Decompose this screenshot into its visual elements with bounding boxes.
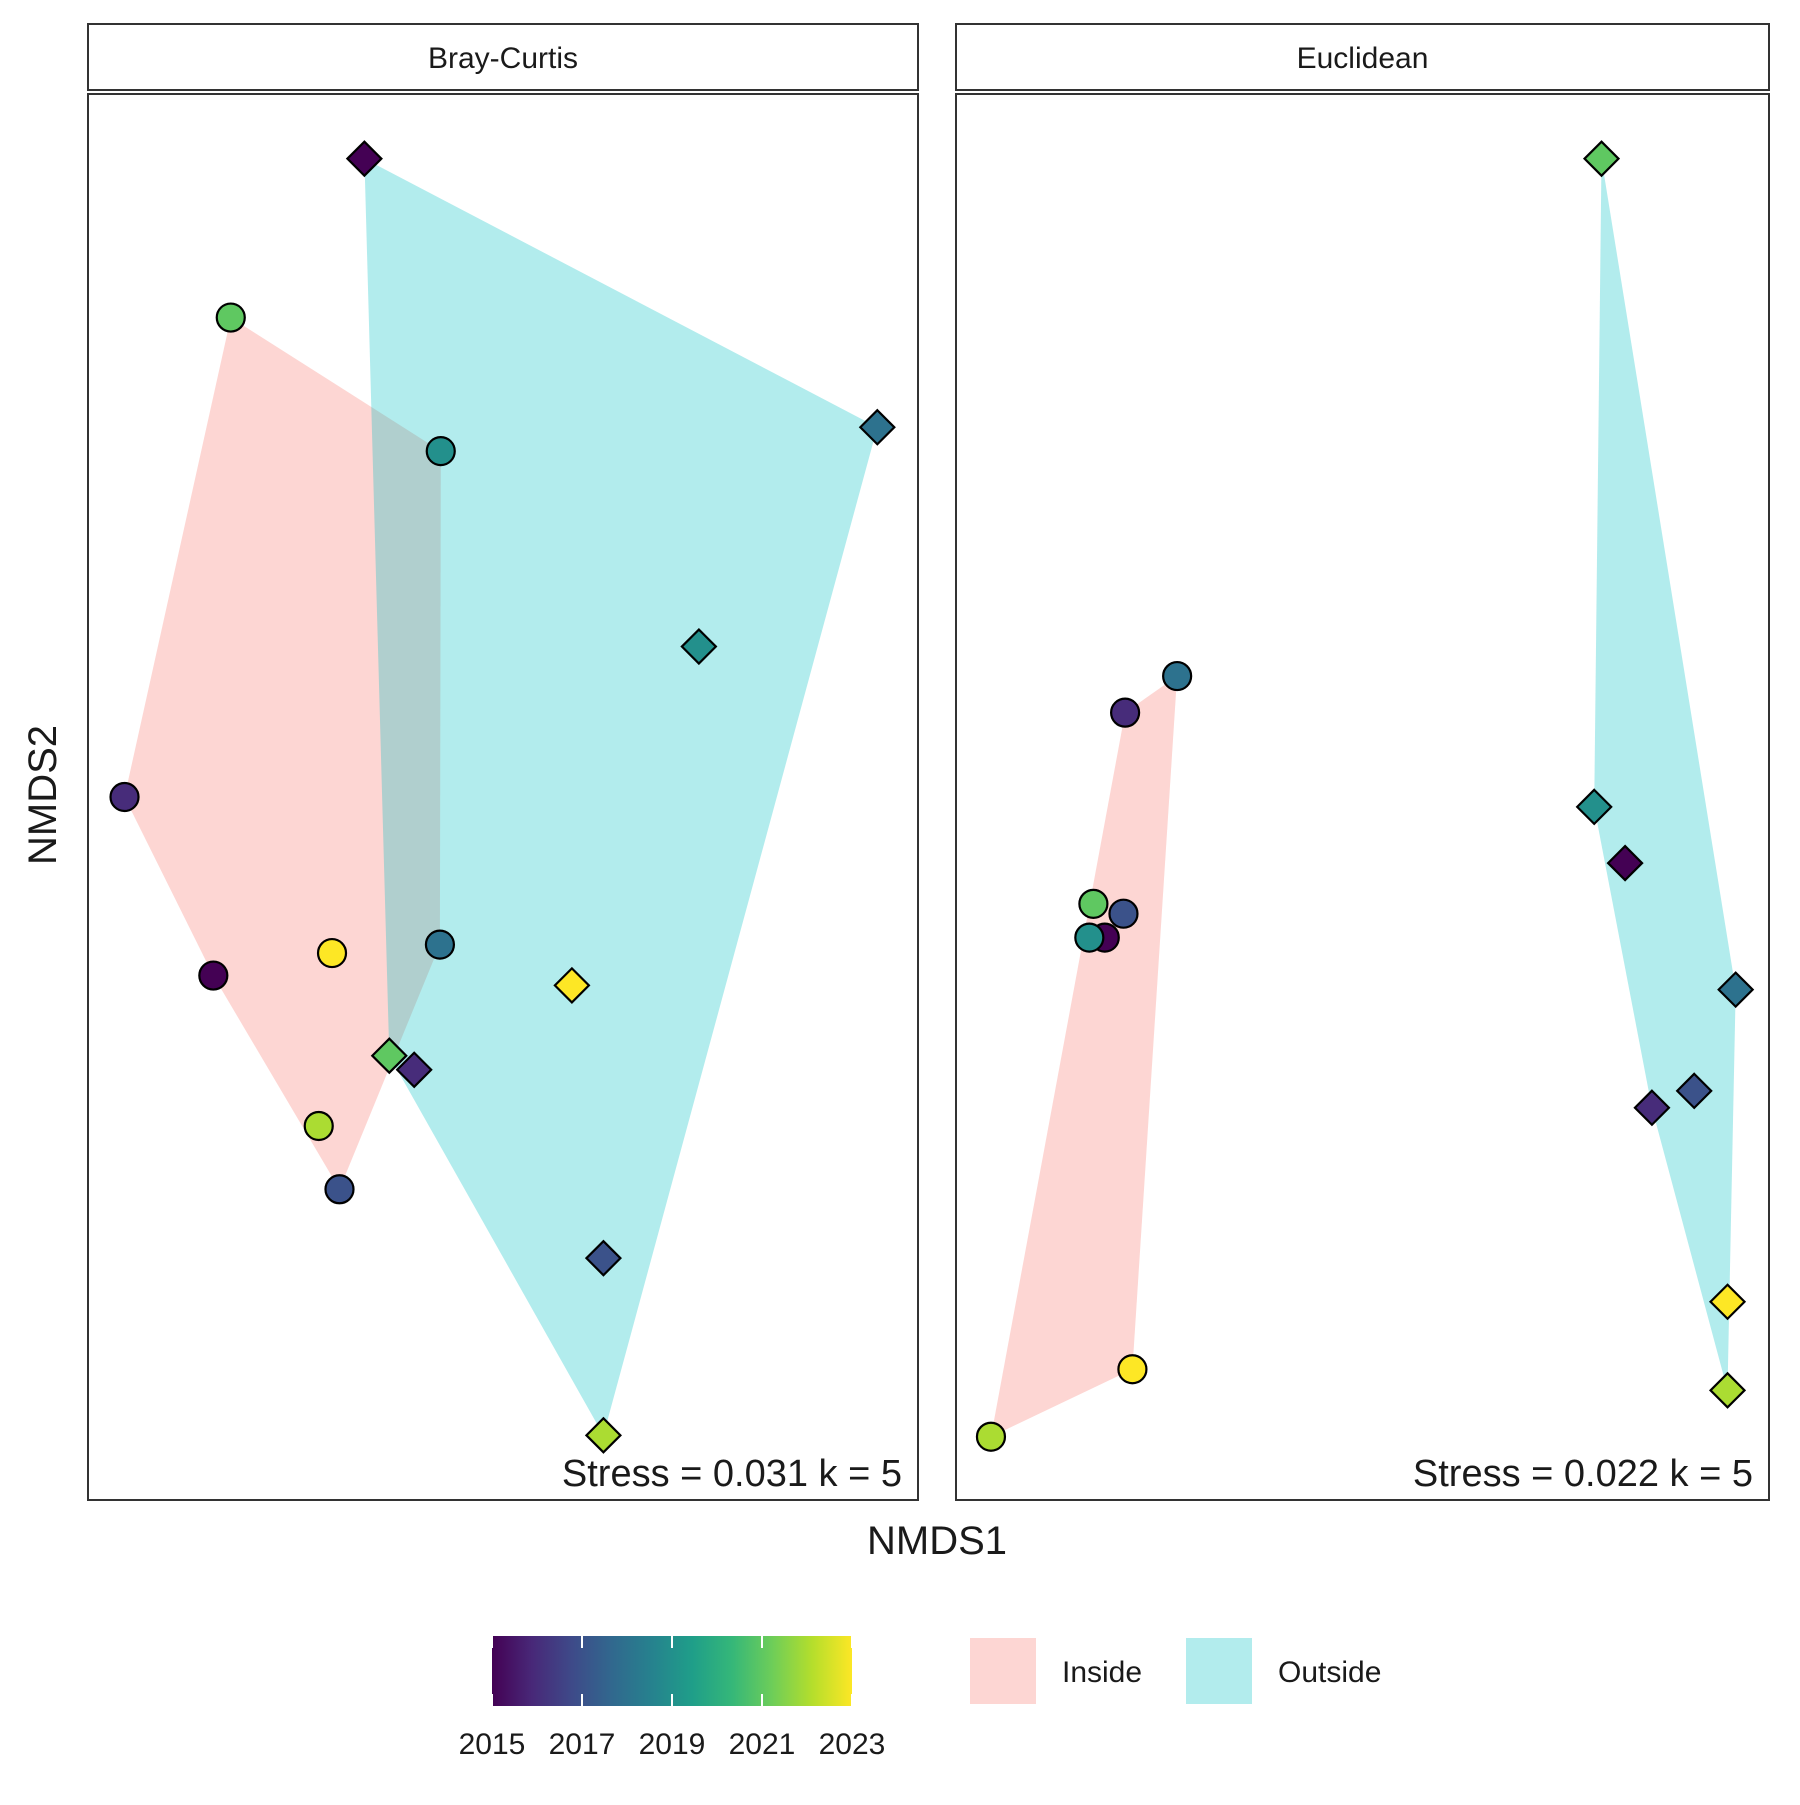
colorbar-tick-label: 2019 xyxy=(639,1728,706,1761)
facet-panel-1: Euclidean Stress = 0.022 k = 5 xyxy=(955,23,1770,1501)
point-outside-2023 xyxy=(1708,1283,1747,1321)
legend-key-inside xyxy=(970,1638,1036,1704)
point-inside-2022 xyxy=(303,1110,334,1142)
point-inside-2017 xyxy=(1108,898,1139,929)
panel-border xyxy=(87,93,919,1501)
y-axis-title: NMDS2 xyxy=(21,725,65,865)
point-inside-2015 xyxy=(198,960,229,991)
point-outside-2017 xyxy=(584,1239,622,1277)
point-inside-2021 xyxy=(215,302,246,333)
point-outside-2023 xyxy=(553,966,591,1004)
hull-outside xyxy=(1594,158,1736,1391)
facet-strip xyxy=(955,23,1770,91)
point-outside-2018 xyxy=(1717,971,1755,1009)
point-outside-2019 xyxy=(1575,788,1613,826)
point-inside-2021 xyxy=(1078,888,1109,919)
point-outside-2021 xyxy=(1582,140,1621,178)
legend-key-outside xyxy=(1186,1638,1252,1704)
point-outside-2017 xyxy=(1675,1072,1713,1110)
point-outside-2018 xyxy=(858,408,896,446)
facet-panels: Bray-Curtis Stress = 0.031 k = 5 Euclidean… xyxy=(87,23,1770,1501)
legend: 2015 2017 2019 2021 2023 Inside Outside xyxy=(459,1636,1381,1761)
colorbar-tick-label: 2023 xyxy=(819,1728,886,1761)
hull-inside xyxy=(991,676,1178,1437)
point-outside-2015 xyxy=(1606,844,1644,882)
point-inside-2019 xyxy=(1074,922,1105,953)
colorbar-tick-label: 2015 xyxy=(459,1728,526,1761)
point-outside-2016 xyxy=(1633,1089,1671,1127)
point-inside-2022 xyxy=(975,1421,1007,1452)
hull-outside xyxy=(364,158,878,1436)
facet-panel-0: Bray-Curtis Stress = 0.031 k = 5 xyxy=(87,23,919,1501)
legend-label-outside: Outside xyxy=(1278,1656,1381,1689)
point-inside-2023 xyxy=(1117,1354,1148,1385)
point-outside-2015 xyxy=(345,140,383,178)
point-outside-2019 xyxy=(680,628,718,666)
point-outside-2021 xyxy=(370,1037,408,1075)
facet-strip-label: Bray-Curtis xyxy=(428,42,578,75)
point-inside-2016 xyxy=(109,781,140,813)
point-outside-2016 xyxy=(395,1051,433,1089)
point-inside-2016 xyxy=(1110,697,1141,728)
panel-border xyxy=(955,93,1770,1501)
point-inside-2017 xyxy=(324,1174,355,1205)
point-inside-2018 xyxy=(424,929,456,960)
colorbar-tick-label: 2017 xyxy=(549,1728,616,1761)
hull-inside xyxy=(124,317,441,1190)
point-inside-2023 xyxy=(316,937,348,969)
stress-label: Stress = 0.022 k = 5 xyxy=(1413,1453,1753,1495)
colorbar-tick-label: 2021 xyxy=(729,1728,796,1761)
point-outside-2022 xyxy=(584,1416,622,1454)
facet-strip xyxy=(87,23,919,91)
point-outside-2022 xyxy=(1708,1371,1747,1409)
x-axis-title: NMDS1 xyxy=(867,1519,1007,1563)
stress-label: Stress = 0.031 k = 5 xyxy=(562,1453,902,1495)
legend-label-inside: Inside xyxy=(1062,1656,1142,1689)
point-inside-2018 xyxy=(1162,660,1193,692)
facet-strip-label: Euclidean xyxy=(1297,42,1429,75)
point-inside-2019 xyxy=(425,436,456,467)
